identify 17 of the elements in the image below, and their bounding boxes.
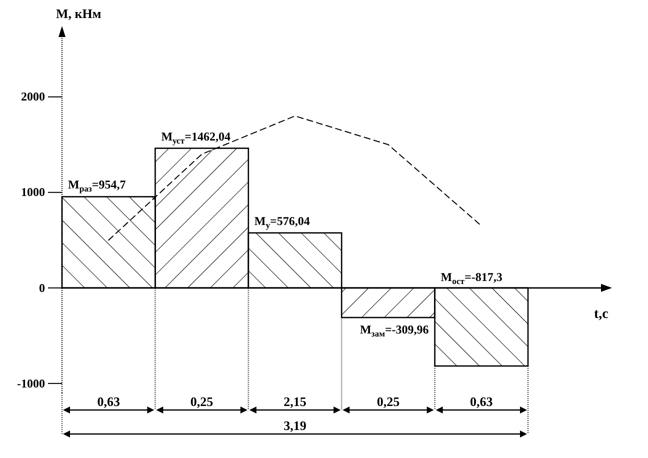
- y-tick-label: 0: [39, 280, 45, 295]
- text: 3,19: [284, 418, 307, 433]
- y-tick-label: -1000: [17, 376, 45, 390]
- y-tick-label: 2000: [21, 90, 45, 104]
- x-axis-title: t,с: [594, 306, 608, 322]
- x-tick-label: 0,25: [376, 394, 400, 409]
- x-tick-label: 0,63: [470, 394, 494, 409]
- x-tick-label: 0,25: [190, 394, 214, 409]
- y-axis-title: M, кНм: [56, 6, 102, 21]
- data-label: M$_{у}$=576,04: [254, 214, 310, 230]
- data-label: M$_{раз}$=954,7: [68, 178, 126, 194]
- data-label: M$_{ост}$=-817,3: [440, 270, 502, 286]
- y-tick-label: 1000: [21, 185, 45, 200]
- data-label: M$_{уст}$=1462,04: [161, 129, 230, 146]
- data-label: M$_{зам}$=-309,96: [360, 322, 429, 339]
- x-tick-label: 2,15: [284, 394, 307, 409]
- x-tick-label: 0,63: [97, 394, 120, 409]
